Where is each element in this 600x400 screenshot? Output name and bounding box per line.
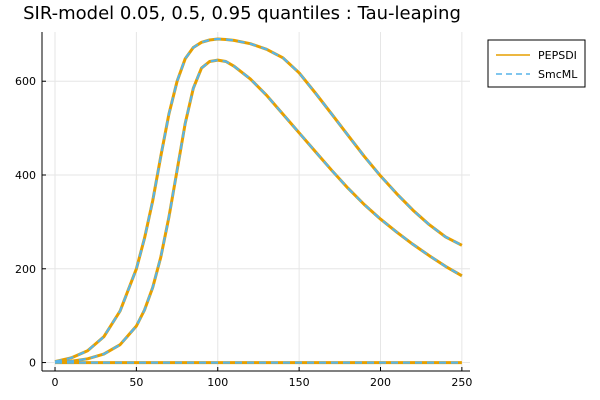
legend-label-pepsdi: PEPSDI: [538, 49, 577, 62]
y-tick-label: 400: [15, 169, 36, 182]
tick-labels: 0 50 100 150 200 250 0 200 400 600: [15, 75, 472, 389]
series-line-smcml-q095: [54, 37, 463, 363]
series-line-smcml-q05: [54, 58, 463, 364]
legend: PEPSDI SmcML: [487, 39, 586, 88]
series-lines: [54, 37, 463, 365]
y-tick-label: 0: [29, 357, 36, 370]
x-tick-label: 50: [129, 376, 143, 389]
y-tick-label: 200: [15, 263, 36, 276]
chart-title: SIR-model 0.05, 0.5, 0.95 quantiles : Ta…: [23, 3, 461, 24]
y-tick-label: 600: [15, 75, 36, 88]
x-tick-label: 0: [52, 376, 59, 389]
x-tick-label: 200: [370, 376, 391, 389]
x-tick-label: 250: [451, 376, 472, 389]
x-tick-label: 150: [289, 376, 310, 389]
legend-box: [487, 39, 586, 88]
legend-label-smcml: SmcML: [538, 68, 578, 81]
axes: [41, 32, 470, 372]
x-tick-label: 100: [207, 376, 228, 389]
